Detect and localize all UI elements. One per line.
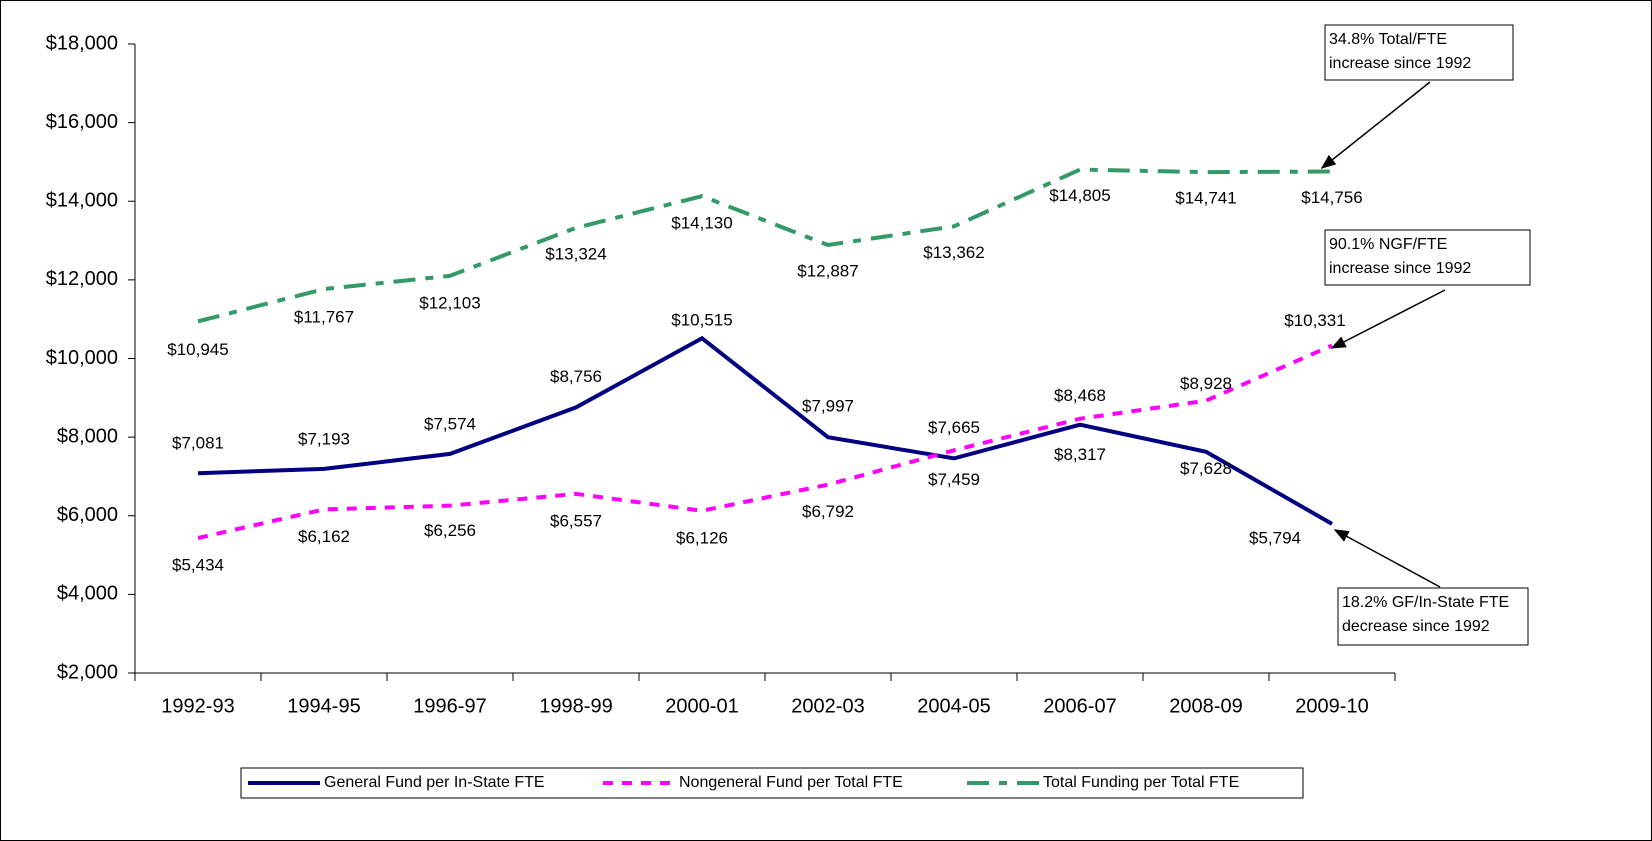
y-tick-label: $6,000 bbox=[57, 504, 118, 526]
value-label: $12,887 bbox=[797, 261, 858, 280]
value-label: $6,557 bbox=[550, 511, 602, 530]
y-tick-label: $14,000 bbox=[46, 190, 118, 212]
x-tick-label: 1992-93 bbox=[161, 695, 234, 717]
value-label: $7,665 bbox=[928, 418, 980, 437]
annotation-arrow bbox=[1320, 81, 1431, 169]
y-tick-label: $10,000 bbox=[46, 347, 118, 369]
value-label: $13,362 bbox=[923, 243, 984, 262]
annotation-text: 34.8% Total/FTE bbox=[1329, 31, 1447, 48]
x-tick-label: 2009-10 bbox=[1295, 695, 1368, 717]
value-label: $8,468 bbox=[1054, 386, 1106, 405]
x-tick-label: 1996-97 bbox=[413, 695, 486, 717]
value-label: $7,628 bbox=[1180, 459, 1232, 478]
value-label: $8,317 bbox=[1054, 445, 1106, 464]
y-tick-label: $18,000 bbox=[46, 32, 118, 54]
y-tick-label: $4,000 bbox=[57, 583, 118, 605]
annotation-text: 90.1% NGF/FTE bbox=[1329, 236, 1447, 253]
value-label: $7,081 bbox=[172, 434, 224, 453]
annotation-text: increase since 1992 bbox=[1329, 260, 1471, 277]
x-tick-label: 2002-03 bbox=[791, 695, 864, 717]
value-label: $5,434 bbox=[172, 555, 224, 574]
series-line bbox=[197, 335, 1333, 526]
annotation-text: 18.2% GF/In-State FTE bbox=[1342, 594, 1509, 611]
annotation-arrow bbox=[1333, 529, 1441, 588]
value-label: $7,459 bbox=[928, 470, 980, 489]
legend-label: Total Funding per Total FTE bbox=[1043, 774, 1239, 791]
annotation-box bbox=[1324, 229, 1531, 286]
value-label: $8,756 bbox=[550, 367, 602, 386]
value-label: $7,574 bbox=[424, 414, 476, 433]
value-label: $10,945 bbox=[167, 340, 228, 359]
legend-label: General Fund per In-State FTE bbox=[324, 774, 545, 791]
x-tick-label: 2006-07 bbox=[1043, 695, 1116, 717]
x-tick-label: 1998-99 bbox=[539, 695, 612, 717]
y-tick-label: $8,000 bbox=[57, 425, 118, 447]
value-label: $5,794 bbox=[1249, 528, 1301, 547]
value-label: $6,256 bbox=[424, 521, 476, 540]
value-label: $12,103 bbox=[419, 293, 480, 312]
value-label: $8,928 bbox=[1180, 374, 1232, 393]
series-line bbox=[197, 167, 1333, 324]
x-tick-label: 1994-95 bbox=[287, 695, 360, 717]
y-tick-label: $12,000 bbox=[46, 268, 118, 290]
value-label: $10,331 bbox=[1284, 311, 1345, 330]
value-label: $14,130 bbox=[671, 214, 732, 233]
x-tick-label: 2008-09 bbox=[1169, 695, 1242, 717]
value-label: $14,741 bbox=[1175, 189, 1236, 208]
y-tick-label: $16,000 bbox=[46, 111, 118, 133]
value-label: $14,756 bbox=[1301, 188, 1362, 207]
value-label: $7,997 bbox=[802, 397, 854, 416]
legend-box bbox=[240, 767, 1304, 799]
value-label: $14,805 bbox=[1049, 186, 1110, 205]
annotation-text: increase since 1992 bbox=[1329, 55, 1471, 72]
value-label: $13,324 bbox=[545, 244, 606, 263]
series-line bbox=[197, 343, 1333, 540]
value-label: $11,767 bbox=[294, 308, 354, 327]
x-tick-label: 2004-05 bbox=[917, 695, 990, 717]
annotation-box bbox=[1337, 587, 1529, 646]
value-label: $6,792 bbox=[802, 502, 854, 521]
x-tick-label: 2000-01 bbox=[665, 695, 738, 717]
value-label: $7,193 bbox=[298, 429, 350, 448]
legend-label: Nongeneral Fund per Total FTE bbox=[679, 774, 903, 791]
value-label: $6,162 bbox=[298, 527, 350, 546]
annotation-text: decrease since 1992 bbox=[1342, 618, 1490, 635]
value-label: $6,126 bbox=[676, 528, 728, 547]
value-label: $10,515 bbox=[671, 311, 732, 330]
annotation-box bbox=[1324, 24, 1514, 81]
annotation-arrow bbox=[1330, 289, 1446, 349]
y-tick-label: $2,000 bbox=[57, 661, 118, 683]
